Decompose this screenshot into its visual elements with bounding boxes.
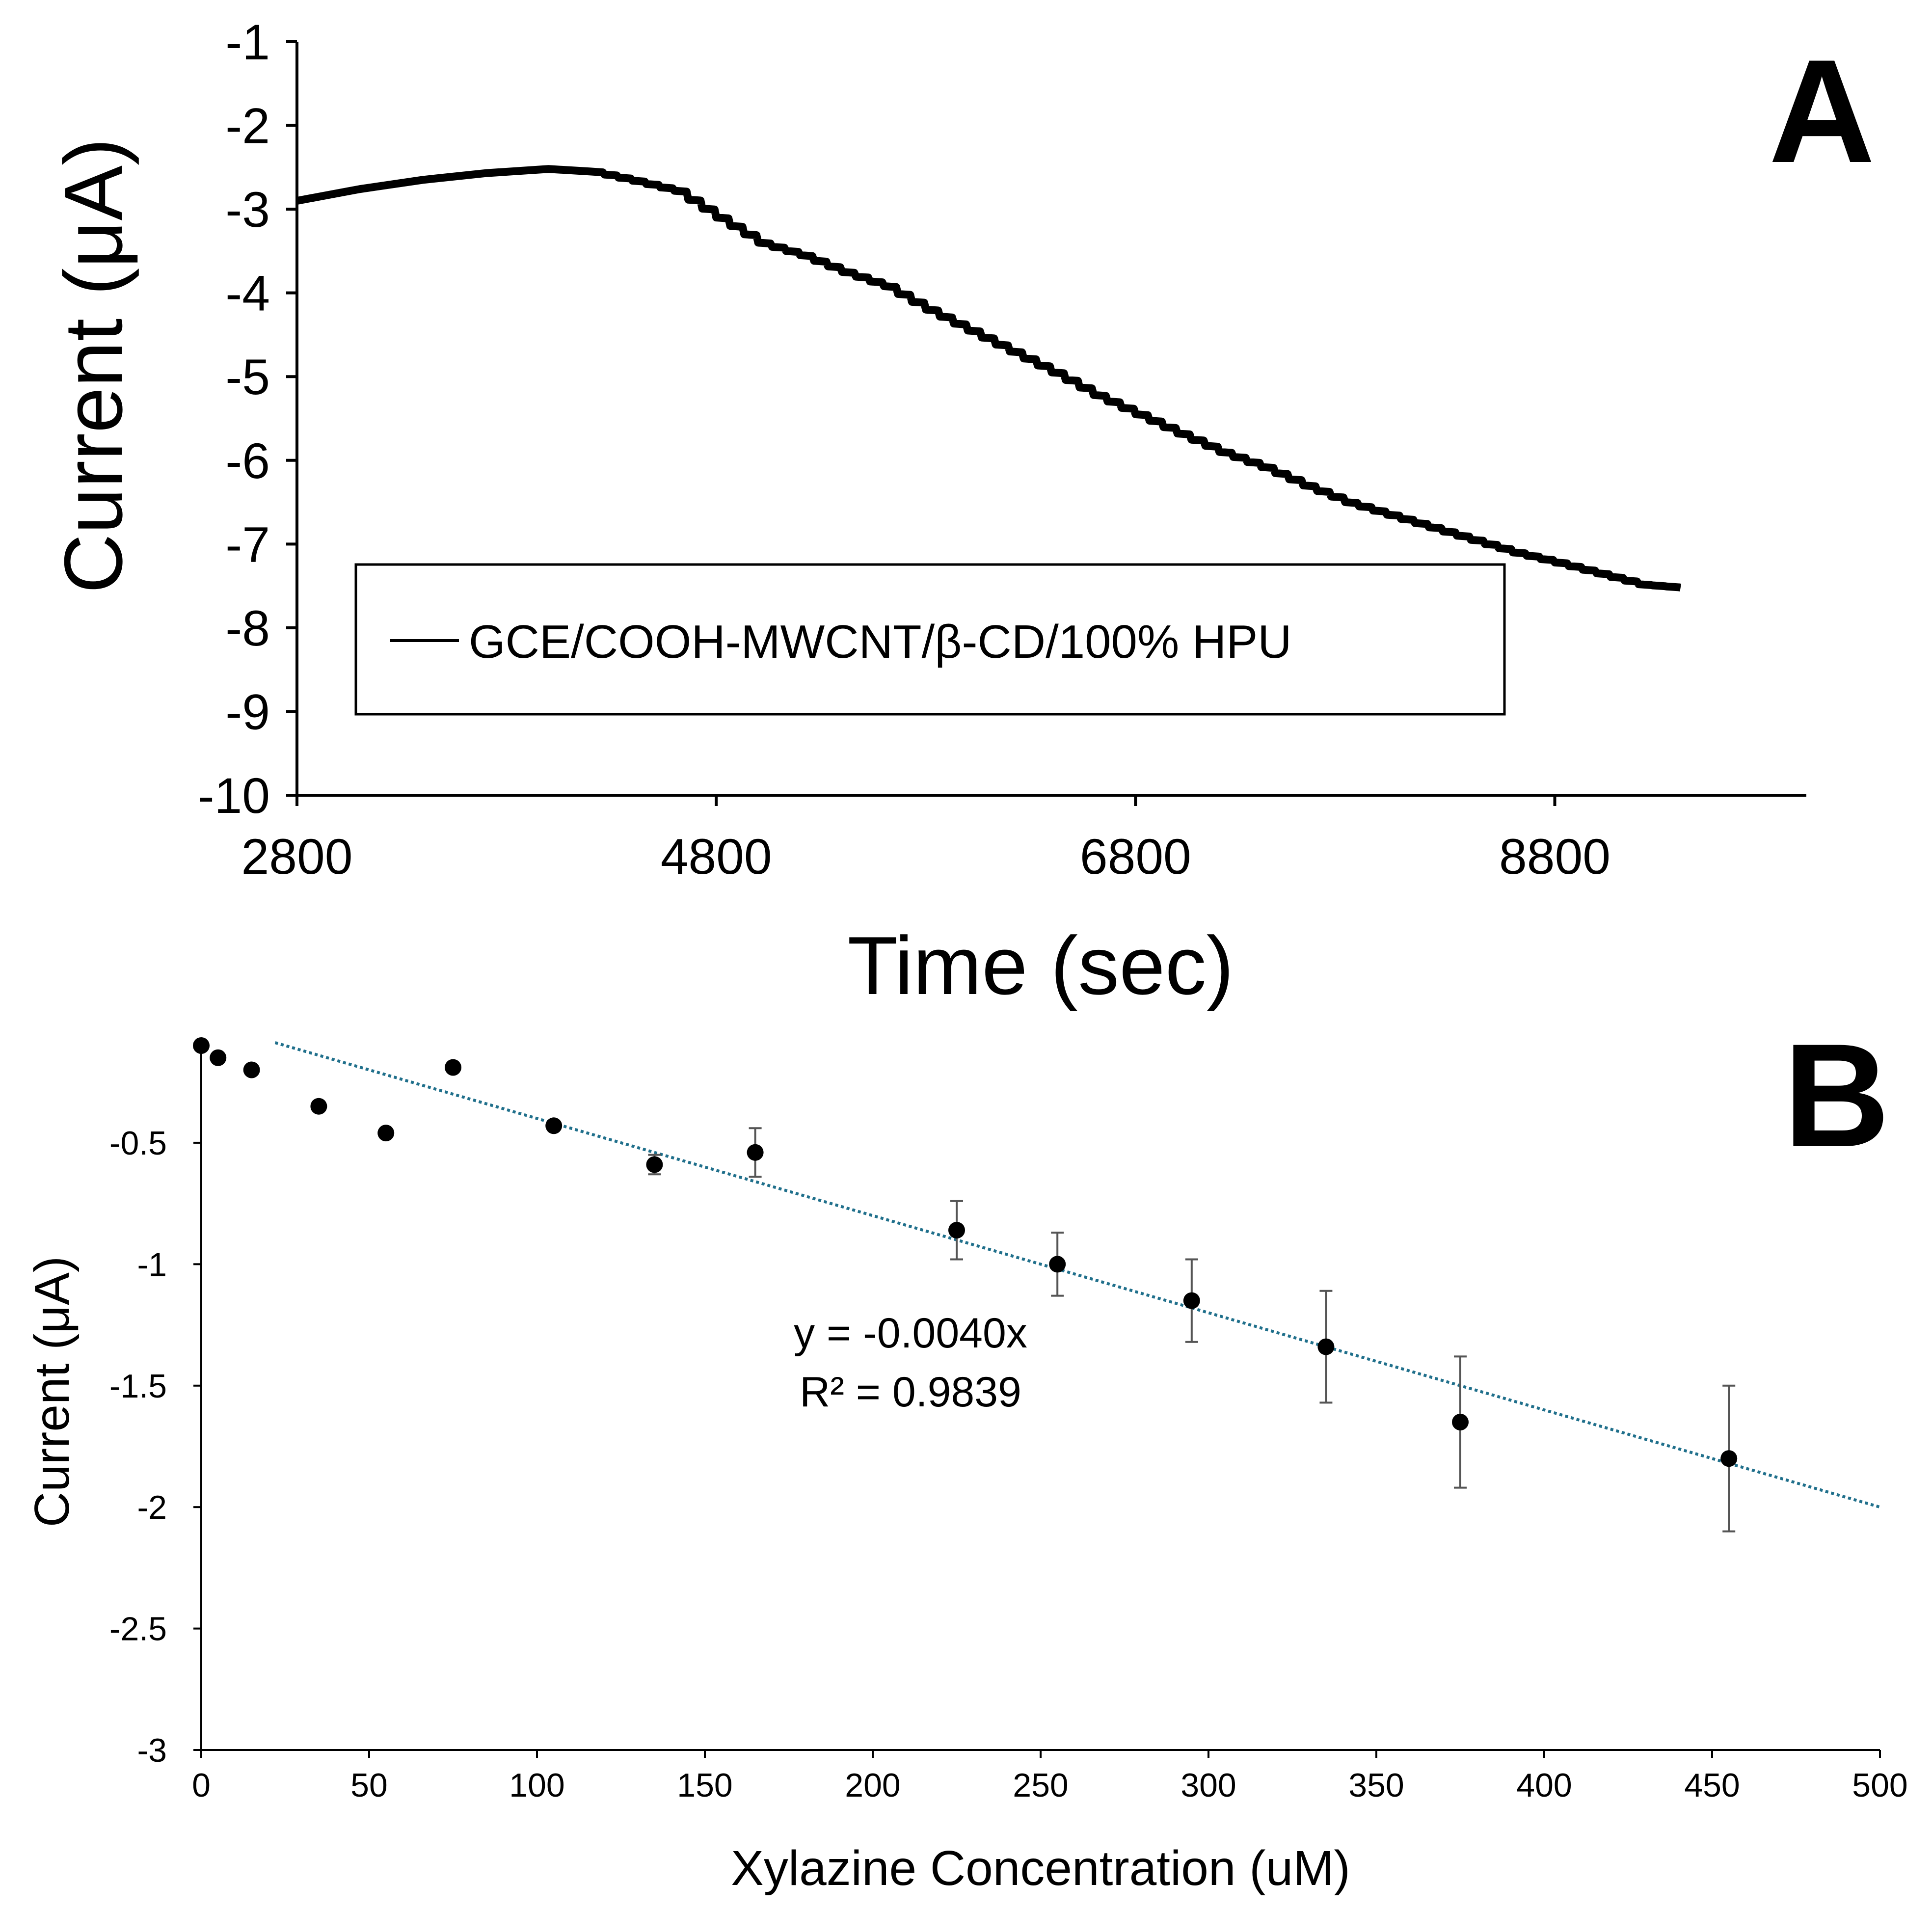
chart-b-y-tick-label: -2.5 <box>109 1611 167 1648</box>
chart-b-y-tick-label: -1 <box>137 1246 167 1283</box>
chart-b-point <box>1720 1450 1738 1467</box>
chart-b-point <box>210 1049 227 1066</box>
chart-a-x-tick-label: 6800 <box>1080 829 1191 885</box>
chart-a-legend-box <box>354 563 1506 716</box>
chart-b-point <box>193 1037 210 1054</box>
chart-a-y-tick-label: -8 <box>225 600 270 656</box>
chart-b-point <box>1317 1338 1335 1355</box>
chart-b-x-tick-label: 450 <box>1684 1767 1740 1804</box>
chart-b-y-axis-title: Current (μA) <box>25 1256 80 1527</box>
chart-a-x-axis-title: Time (sec) <box>847 919 1234 1012</box>
chart-b-point <box>948 1222 965 1239</box>
chart-b-y-tick-label: -2 <box>137 1489 167 1526</box>
chart-a-y-tick-label: -5 <box>225 349 270 405</box>
chart-b: -0.5 -1 -1.5 -2 -2.5 -3 0 50 100 150 200 250 300 350… <box>25 1013 1908 1896</box>
chart-b-point <box>243 1061 260 1078</box>
chart-b-point <box>747 1144 764 1161</box>
chart-b-point <box>445 1059 461 1076</box>
chart-a-x-tick-label: 8800 <box>1499 829 1610 885</box>
chart-b-point <box>545 1117 563 1134</box>
chart-a-y-tick-label: -6 <box>225 433 270 489</box>
chart-b-point <box>1183 1292 1200 1309</box>
chart-b-r-squared: R² = 0.9839 <box>800 1369 1021 1416</box>
chart-b-point <box>646 1156 663 1173</box>
chart-a-series-line <box>296 165 1683 592</box>
chart-b-point <box>1049 1256 1066 1273</box>
chart-b-panel-label: B <box>1783 1013 1890 1178</box>
chart-b-x-tick-label: 100 <box>509 1767 564 1804</box>
chart-a-x-tick-label: 2800 <box>242 829 353 885</box>
chart-b-y-tick-label: -0.5 <box>109 1125 167 1162</box>
chart-b-x-tick-label: 500 <box>1852 1767 1907 1804</box>
chart-b-trendline <box>274 1041 1880 1509</box>
chart-a: -1 -2 -3 -4 -5 -6 -7 -8 -9 -10 2800 4800 6800 8800 G… <box>47 14 1875 1012</box>
chart-a-y-tick-label: -3 <box>225 182 270 238</box>
chart-a-y-tick-label: -9 <box>225 684 270 740</box>
chart-a-panel-label: A <box>1769 28 1875 193</box>
chart-b-x-tick-label: 400 <box>1516 1767 1572 1804</box>
chart-b-point <box>1452 1413 1469 1430</box>
chart-a-x-tick-label: 4800 <box>661 829 772 885</box>
chart-b-x-tick-label: 0 <box>192 1767 211 1804</box>
chart-a-y-tick-label: -7 <box>225 516 270 572</box>
chart-a-legend-label: GCE/COOH-MWCNT/β-CD/100% HPU <box>469 616 1292 668</box>
chart-b-point <box>377 1125 395 1142</box>
chart-b-x-tick-label: 200 <box>845 1767 900 1804</box>
chart-b-x-tick-label: 300 <box>1181 1767 1236 1804</box>
chart-a-y-tick-label: -1 <box>225 14 270 70</box>
chart-a-y-tick-label: -4 <box>225 266 270 322</box>
chart-b-point <box>310 1098 327 1115</box>
chart-b-x-tick-label: 150 <box>677 1767 732 1804</box>
chart-b-x-axis-title: Xylazine Concentration (uM) <box>731 1841 1350 1896</box>
chart-b-x-tick-label: 250 <box>1013 1767 1068 1804</box>
chart-b-x-tick-label: 350 <box>1348 1767 1404 1804</box>
chart-b-x-tick-label: 50 <box>350 1767 388 1804</box>
chart-b-y-tick-label: -3 <box>137 1732 167 1769</box>
chart-a-y-tick-label: -2 <box>225 98 270 154</box>
chart-b-y-tick-label: -1.5 <box>109 1368 167 1405</box>
chart-b-equation: y = -0.0040x <box>794 1310 1027 1357</box>
chart-a-y-tick-label: -10 <box>198 768 270 824</box>
chart-a-y-axis-title: Current (μA) <box>47 138 139 593</box>
